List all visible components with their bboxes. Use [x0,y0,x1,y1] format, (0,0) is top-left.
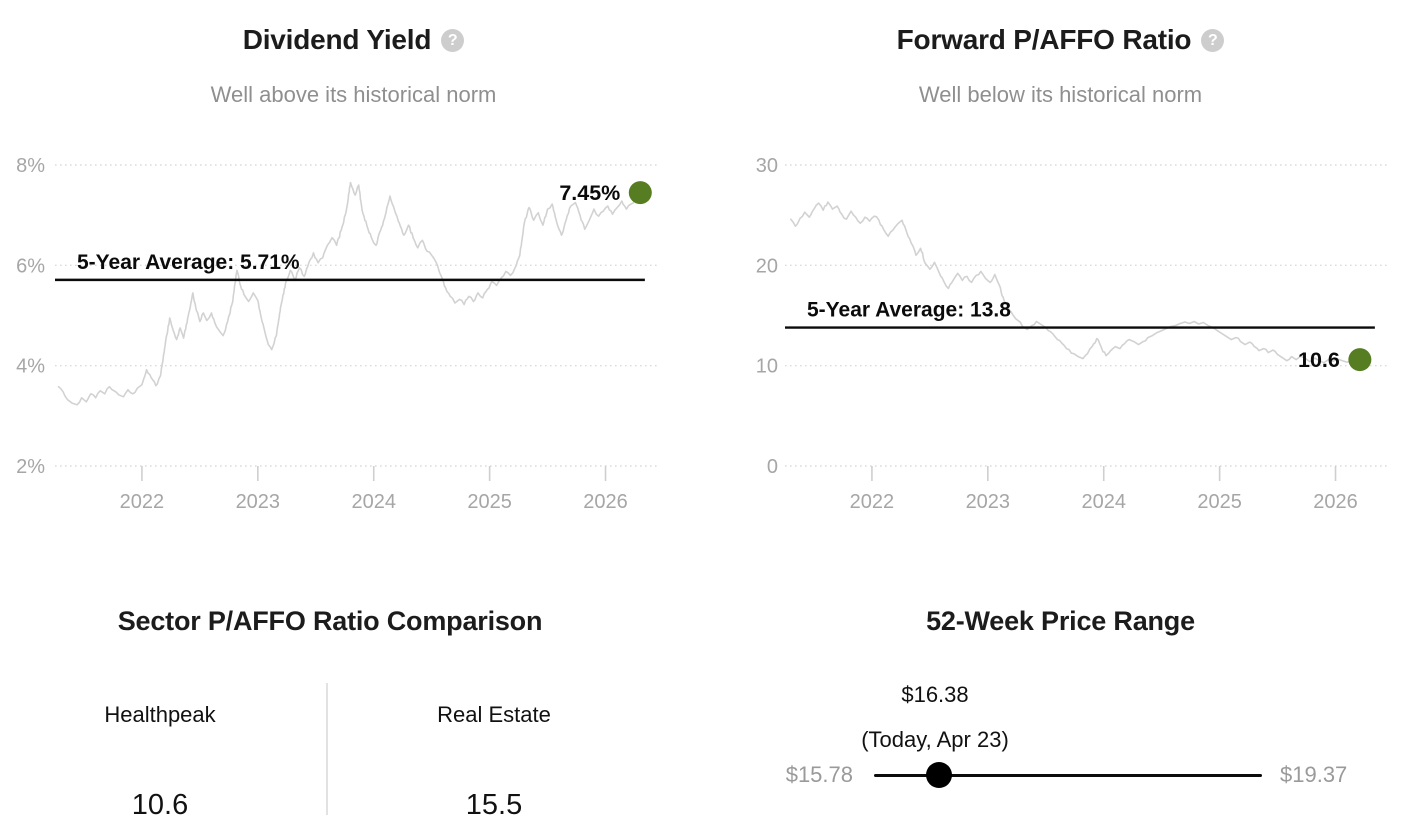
svg-text:2026: 2026 [1313,491,1358,513]
svg-text:10.6: 10.6 [1298,348,1340,372]
svg-text:8%: 8% [16,155,45,177]
svg-text:5-Year Average: 5.71%: 5-Year Average: 5.71% [77,251,300,274]
svg-text:2%: 2% [16,456,45,478]
svg-text:2024: 2024 [351,491,396,513]
svg-text:2022: 2022 [850,491,895,513]
range-low-price: $15.78 [785,762,853,787]
dividend-yield-header: Dividend Yield ? [0,24,707,56]
svg-text:2022: 2022 [120,491,165,513]
svg-text:5-Year Average: 13.8: 5-Year Average: 13.8 [807,299,1011,322]
svg-text:2026: 2026 [583,491,628,513]
chart-subtitle: Well below its historical norm [918,82,1203,107]
svg-text:2023: 2023 [236,491,281,513]
comparison-label: Real Estate [437,702,551,727]
help-icon[interactable]: ? [1201,28,1225,52]
section-title: Sector P/AFFO Ratio Comparison [117,606,543,636]
current-price-date: (Today, Apr 23) [861,727,1009,752]
svg-text:2024: 2024 [1081,491,1126,513]
svg-text:7.45%: 7.45% [559,181,620,205]
dividend-yield-card: Dividend Yield ? Well above its historic… [0,0,707,560]
current-price: $16.38 [901,682,969,707]
dividend-yield-chart[interactable]: 8% 6% 4% 2% 2022 2023 2024 2025 2026 5-Year Avera… [0,140,707,535]
svg-text:30: 30 [756,155,778,177]
price-range-section: 52-Week Price Range $16.38 (Today, Apr 2… [707,595,1414,830]
paffo-ratio-chart[interactable]: 30 20 10 0 2022 2023 2024 2025 2026 5-Year Averag… [707,140,1414,535]
help-icon[interactable]: ? [441,28,465,52]
price-range-track [874,774,1262,777]
chart-title: Dividend Yield [242,24,432,55]
svg-text:2023: 2023 [966,491,1011,513]
svg-text:20: 20 [756,255,778,277]
sector-comparison-section: Sector P/AFFO Ratio Comparison Healthpea… [0,595,660,830]
range-high-price: $19.37 [1280,762,1348,787]
section-title: 52-Week Price Range [926,606,1195,636]
paffo-ratio-header: Forward P/AFFO Ratio ? [707,24,1414,56]
svg-text:4%: 4% [16,356,45,378]
comparison-value: 10.6 [131,789,189,821]
svg-text:6%: 6% [16,255,45,277]
svg-text:10: 10 [756,356,778,378]
column-divider [326,683,328,815]
svg-text:0: 0 [767,456,778,478]
svg-text:2025: 2025 [467,491,512,513]
chart-title: Forward P/AFFO Ratio [896,24,1192,55]
paffo-ratio-card: Forward P/AFFO Ratio ? Well below its hi… [707,0,1414,560]
svg-text:2025: 2025 [1197,491,1242,513]
comparison-value: 15.5 [465,789,523,821]
comparison-label: Healthpeak [104,702,216,727]
chart-subtitle: Well above its historical norm [210,82,497,107]
current-price-marker [925,762,952,788]
